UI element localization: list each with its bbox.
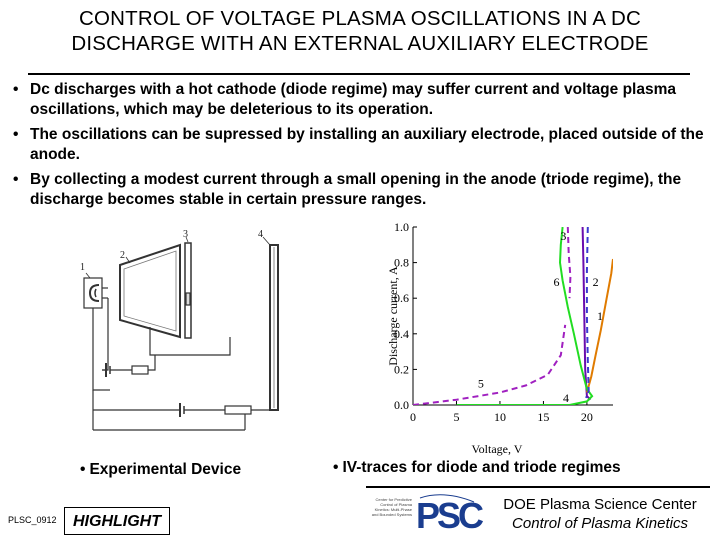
x-tick-label: 0	[410, 410, 416, 424]
cathode-filament	[88, 284, 100, 302]
x-tick-label: 15	[537, 410, 549, 424]
y-tick-label: 0.8	[394, 256, 409, 270]
series-line-1	[581, 227, 592, 401]
curve-label: 3	[560, 229, 566, 243]
cathode-holder	[83, 277, 103, 309]
bullet-text: Dc discharges with a hot cathode (diode …	[30, 81, 676, 118]
bullet-item: • Dc discharges with a hot cathode (diod…	[12, 80, 712, 120]
bullet-item: • By collecting a modest current through…	[12, 170, 712, 210]
x-tick-label: 10	[494, 410, 506, 424]
center-small-text: Center for Predictive Control of Plasma …	[371, 497, 412, 517]
bullet-icon: •	[13, 171, 19, 188]
series-line-4	[566, 227, 572, 299]
x-tick-label: 5	[453, 410, 459, 424]
curve-label: 5	[478, 377, 484, 391]
footer-rule	[366, 486, 710, 488]
grid-electrode	[184, 242, 192, 339]
bullet-icon: •	[13, 126, 19, 143]
series-line-6	[585, 227, 590, 399]
bullet-icon: •	[333, 459, 339, 476]
device-caption: • Experimental Device	[80, 461, 242, 478]
title-rule	[28, 73, 690, 75]
curve-label: 2	[593, 275, 599, 289]
curve-label: 4	[563, 391, 569, 405]
experimental-device-diagram: 1 2 3 4	[80, 229, 279, 431]
device-label-4: 4	[258, 229, 263, 240]
bullet-icon: •	[13, 81, 19, 98]
y-tick-label: 1.0	[394, 220, 409, 234]
y-tick-label: 0.0	[394, 398, 409, 412]
svg-text:PSC: PSC	[416, 495, 484, 536]
device-label-2: 2	[120, 250, 125, 261]
series-line-3	[456, 227, 594, 405]
y-tick-label: 0.4	[394, 327, 409, 341]
series-line-2	[585, 258, 613, 393]
bullet-text: By collecting a modest current through a…	[30, 171, 682, 208]
y-tick-label: 0.6	[394, 291, 409, 305]
device-label-3: 3	[183, 229, 188, 240]
bullet-item: • The oscillations can be supressed by i…	[12, 125, 712, 165]
title-line-2: DISCHARGE WITH AN EXTERNAL AUXILIARY ELE…	[71, 32, 649, 55]
bullet-list: • Dc discharges with a hot cathode (diod…	[12, 80, 712, 215]
highlight-badge: HIGHLIGHT	[64, 507, 170, 535]
center-name: DOE Plasma Science Center	[503, 496, 697, 513]
series-line-5	[413, 324, 567, 405]
center-subtitle: Control of Plasma Kinetics	[512, 515, 688, 532]
bullet-icon: •	[80, 461, 86, 478]
device-label-1: 1	[80, 262, 85, 273]
curve-label: 6	[553, 275, 559, 289]
curve-label: 1	[597, 309, 603, 323]
center-name-block: DOE Plasma Science Center Control of Pla…	[480, 495, 720, 533]
x-tick-label: 20	[581, 410, 593, 424]
title-line-1: CONTROL OF VOLTAGE PLASMA OSCILLATIONS I…	[78, 7, 642, 30]
slide-id: PLSC_0912	[8, 515, 57, 525]
psc-logo-icon: PSC	[414, 494, 487, 536]
x-axis-label: Voltage, V	[472, 442, 523, 456]
auxiliary-electrode	[269, 244, 279, 411]
y-axis-label: Discharge current, A	[386, 266, 400, 366]
anode	[119, 243, 181, 339]
resistor-2	[224, 405, 252, 415]
bullet-text: The oscillations can be supressed by ins…	[30, 126, 704, 163]
chart-caption: • IV-traces for diode and triode regimes	[333, 459, 621, 476]
y-tick-label: 0.2	[394, 362, 409, 376]
resistor-1	[131, 365, 149, 375]
page-title: CONTROL OF VOLTAGE PLASMA OSCILLATIONS I…	[0, 6, 720, 56]
